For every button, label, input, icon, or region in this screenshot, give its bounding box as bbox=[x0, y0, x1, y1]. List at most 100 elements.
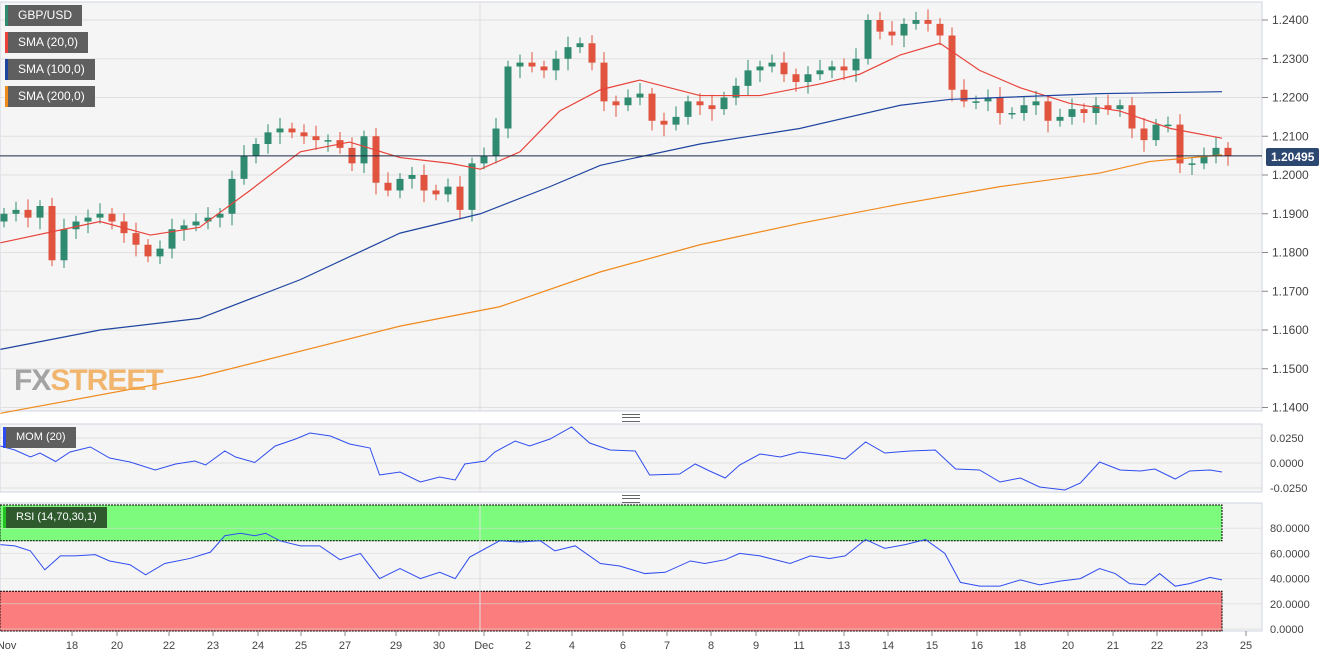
rsi-panel-resize-handle[interactable] bbox=[622, 495, 640, 503]
candle-down bbox=[1080, 109, 1088, 113]
candle-up bbox=[276, 128, 284, 133]
candle-up bbox=[1092, 105, 1100, 113]
x-tick-label: Dec bbox=[474, 640, 494, 652]
candle-up bbox=[96, 213, 104, 218]
candle-down bbox=[780, 62, 788, 75]
candle-down bbox=[1044, 101, 1052, 121]
candle-up bbox=[468, 163, 476, 210]
y-tick-label: 1.1800 bbox=[1272, 246, 1309, 260]
mom-line bbox=[0, 426, 1223, 491]
candle-down bbox=[300, 132, 308, 137]
candle-up bbox=[168, 229, 176, 249]
candle-up bbox=[912, 20, 920, 24]
candle-up bbox=[480, 155, 488, 164]
candle-up bbox=[624, 97, 632, 106]
candle-down bbox=[948, 35, 956, 90]
candle-up bbox=[864, 20, 872, 59]
legend-mom[interactable]: MOM (20) bbox=[3, 427, 76, 448]
x-tick-label: 9 bbox=[753, 640, 759, 652]
x-tick-label: 22 bbox=[163, 640, 175, 652]
x-tick-label: 18 bbox=[66, 640, 78, 652]
x-tick-label: 15 bbox=[926, 640, 938, 652]
candle-up bbox=[1032, 101, 1040, 106]
candle-down bbox=[888, 31, 896, 36]
legend-gbpusd[interactable]: GBP/USD bbox=[5, 5, 83, 26]
candle-down bbox=[24, 209, 32, 218]
candle-up bbox=[756, 66, 764, 71]
rsi-tick-label: 60.0000 bbox=[1270, 548, 1310, 560]
legend-sma20[interactable]: SMA (20,0) bbox=[5, 32, 89, 53]
legend-rsi[interactable]: RSI (14,70,30,1) bbox=[3, 507, 107, 528]
candle-up bbox=[1020, 105, 1028, 113]
candle-down bbox=[1104, 105, 1112, 110]
legend-sma100[interactable]: SMA (100,0) bbox=[5, 59, 95, 80]
candle-up bbox=[504, 66, 512, 129]
candle-up bbox=[672, 116, 680, 125]
sma20-line bbox=[0, 42, 1223, 244]
sma200-line bbox=[0, 154, 1223, 414]
candle-down bbox=[660, 120, 668, 125]
candle-down bbox=[996, 97, 1004, 113]
rsi-oversold-zone bbox=[0, 590, 1223, 632]
y-tick-label: 1.2300 bbox=[1272, 52, 1309, 66]
candle-up bbox=[684, 101, 692, 117]
candle-up bbox=[0, 213, 8, 222]
candle-up bbox=[216, 213, 224, 218]
legend-sma200[interactable]: SMA (200,0) bbox=[5, 86, 95, 107]
candle-up bbox=[1212, 147, 1220, 156]
candle-down bbox=[612, 101, 620, 106]
x-tick-label: 25 bbox=[1240, 640, 1252, 652]
mom-tick-label: -0.0250 bbox=[1270, 483, 1307, 495]
candle-up bbox=[816, 70, 824, 75]
x-tick-label: 14 bbox=[882, 640, 894, 652]
candle-up bbox=[900, 23, 908, 36]
y-tick-label: 1.2100 bbox=[1272, 129, 1309, 143]
y-tick-label: 1.2400 bbox=[1272, 13, 1309, 27]
x-tick-label: 20 bbox=[111, 640, 123, 652]
y-tick-label: 1.1700 bbox=[1272, 284, 1309, 298]
y-tick-label: 1.1900 bbox=[1272, 207, 1309, 221]
candle-up bbox=[552, 58, 560, 71]
candle-up bbox=[492, 128, 500, 156]
candle-up bbox=[720, 97, 728, 110]
candle-down bbox=[960, 89, 968, 102]
rsi-tick-label: 0.0000 bbox=[1270, 624, 1304, 636]
candle-down bbox=[372, 136, 380, 183]
mom-panel-resize-handle[interactable] bbox=[622, 414, 640, 422]
candle-up bbox=[1116, 105, 1124, 110]
panel-price bbox=[0, 1, 1263, 412]
y-tick-label: 1.1500 bbox=[1272, 362, 1309, 376]
panel-mom bbox=[0, 423, 1263, 493]
candle-down bbox=[120, 221, 128, 234]
candle-up bbox=[744, 70, 752, 86]
y-tick-label: 1.1600 bbox=[1272, 323, 1309, 337]
candle-down bbox=[792, 74, 800, 82]
candle-up bbox=[156, 248, 164, 257]
x-tick-label: 23 bbox=[1196, 640, 1208, 652]
candle-up bbox=[360, 136, 368, 164]
candle-up bbox=[516, 62, 524, 67]
candle-down bbox=[456, 186, 464, 210]
candle-up bbox=[1008, 113, 1016, 115]
candle-up bbox=[240, 155, 248, 179]
candle-down bbox=[708, 105, 716, 110]
candle-up bbox=[984, 97, 992, 102]
x-tick-label: 25 bbox=[295, 640, 307, 652]
candle-up bbox=[252, 144, 260, 156]
x-tick-label: 4 bbox=[569, 640, 575, 652]
x-tick-label: Nov bbox=[0, 640, 17, 652]
x-tick-label: 11 bbox=[793, 640, 804, 652]
rsi-tick-label: 20.0000 bbox=[1270, 599, 1310, 611]
y-tick-label: 1.2200 bbox=[1272, 91, 1309, 105]
x-tick-label: 23 bbox=[207, 640, 219, 652]
current-price-tag: 1.20495 bbox=[1266, 148, 1320, 166]
y-tick-label: 1.2000 bbox=[1272, 168, 1309, 182]
y-tick-label: 1.1400 bbox=[1272, 401, 1309, 415]
candle-up bbox=[60, 229, 68, 261]
x-tick-label: 6 bbox=[620, 640, 626, 652]
candle-down bbox=[1224, 147, 1232, 157]
candle-up bbox=[1164, 124, 1172, 127]
x-tick-label: 20 bbox=[1062, 640, 1074, 652]
candle-up bbox=[192, 221, 200, 226]
candle-up bbox=[444, 186, 452, 195]
